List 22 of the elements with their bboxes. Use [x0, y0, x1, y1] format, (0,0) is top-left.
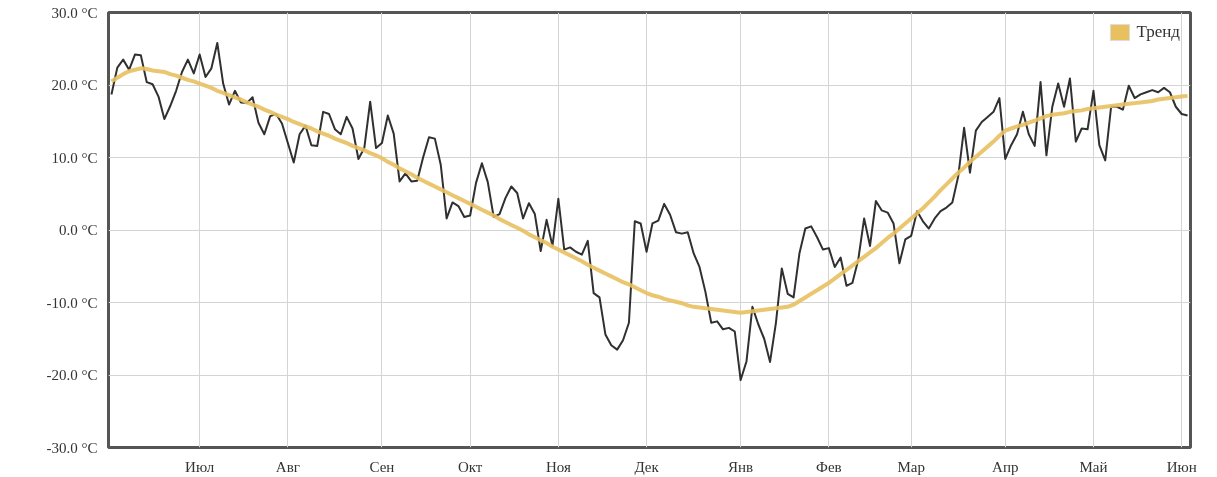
- x-tick-label: Фев: [816, 458, 842, 475]
- x-tick-label: Мар: [897, 458, 925, 475]
- x-tick-label: Окт: [457, 458, 483, 475]
- y-tick-label: -20.0 °C: [46, 367, 98, 383]
- line-series: [109, 66, 1190, 315]
- y-tick-label: 10.0 °C: [51, 149, 98, 166]
- legend-label: Тренд: [1136, 22, 1180, 42]
- y-tick-label: 20.0 °C: [51, 77, 98, 93]
- x-tick-label: Апр: [992, 458, 1019, 475]
- y-tick-label: 0.0 °C: [59, 222, 98, 238]
- y-tick-label: 30.0 °C: [51, 4, 98, 21]
- x-tick-label: Июл: [185, 458, 215, 475]
- x-tick-label: Сен: [369, 458, 395, 475]
- x-tick-label: Янв: [728, 458, 754, 475]
- x-tick-label: Авг: [275, 458, 300, 475]
- y-tick-label: -10.0 °C: [46, 294, 98, 311]
- y-tick-label: -30.0 °C: [46, 439, 98, 456]
- x-tick-label: Дек: [634, 458, 660, 475]
- x-tick-label: Май: [1079, 458, 1108, 475]
- x-tick-label: Июн: [1166, 458, 1197, 475]
- x-tick-label: Ноя: [545, 458, 571, 475]
- line-series: [110, 41, 1189, 382]
